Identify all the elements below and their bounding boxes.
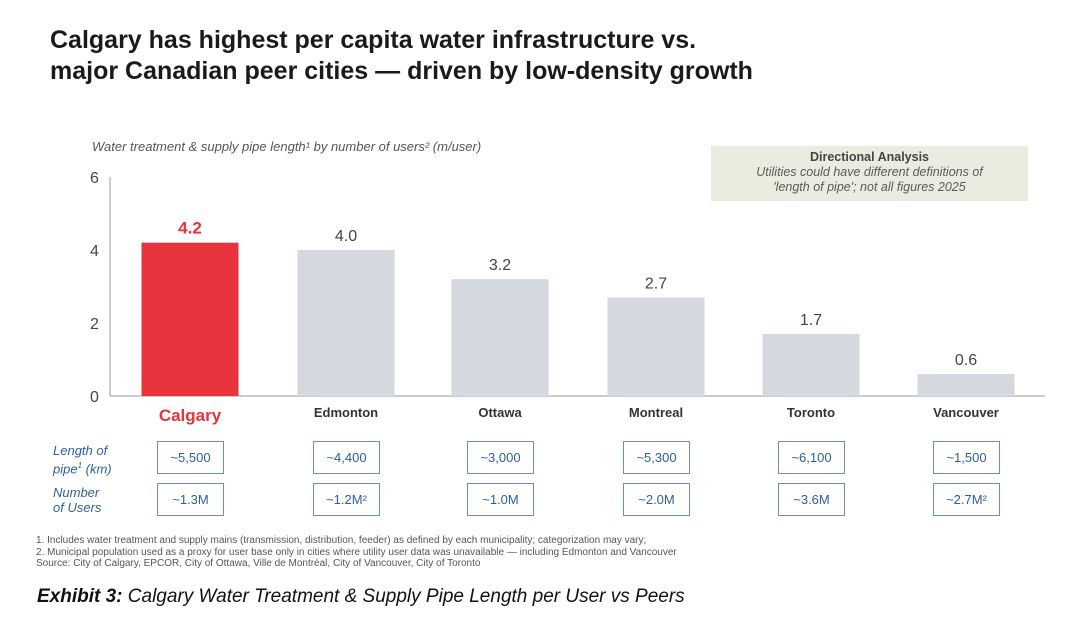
y-tick-label: 4 <box>90 243 99 260</box>
row-label-users-line1: Number <box>53 485 100 500</box>
note-line-2: 'length of pipe'; not all figures 2025 <box>773 180 966 194</box>
data-label: 4.0 <box>335 228 357 245</box>
category-label: Edmonton <box>314 405 378 420</box>
pipe-length-box: ~1,500 <box>933 441 1000 474</box>
footnote-1: 1. Includes water treatment and supply m… <box>36 535 647 546</box>
exhibit-number: Exhibit 3: <box>37 586 123 607</box>
y-tick-label: 6 <box>90 170 99 187</box>
data-label: 1.7 <box>800 312 822 329</box>
bar-chart: 0 2 4 6 4.2 Calgary 4.0 Edmonton 3.2 Ottawa 2.7 Mo… <box>90 170 1045 425</box>
category-label: Montreal <box>629 405 683 420</box>
bar-edmonton <box>297 250 395 396</box>
users-box: ~3.6M <box>778 483 845 516</box>
row-label-users: Number of Users <box>53 485 101 515</box>
row-label-pipe-length: Length of pipe1 (km) <box>53 443 112 476</box>
users-box: ~1.3M <box>157 483 224 516</box>
bar-ottawa <box>451 279 549 396</box>
data-label: 4.2 <box>178 219 202 238</box>
data-label: 3.2 <box>489 257 511 274</box>
row-label-pipe-line1: Length of <box>53 443 108 458</box>
category-label: Calgary <box>159 406 222 425</box>
pipe-length-box: ~6,100 <box>778 441 845 474</box>
data-label: 2.7 <box>645 275 667 292</box>
category-label: Toronto <box>787 405 835 420</box>
row-label-pipe-unit: (km) <box>82 461 112 477</box>
chart-subtitle: Water treatment & supply pipe length¹ by… <box>92 139 482 154</box>
y-tick-label: 2 <box>90 316 99 333</box>
source-note: Source: City of Calgary, EPCOR, City of … <box>36 558 481 569</box>
footnotes: 1. Includes water treatment and supply m… <box>36 535 677 570</box>
pipe-length-box: ~5,500 <box>157 441 224 474</box>
exhibit-caption: Exhibit 3: Calgary Water Treatment & Sup… <box>37 586 685 608</box>
category-label: Ottawa <box>478 405 522 420</box>
exhibit-text: Calgary Water Treatment & Supply Pipe Le… <box>122 586 685 607</box>
pipe-length-box: ~5,300 <box>623 441 690 474</box>
note-line-1: Utilities could have different definitio… <box>756 165 983 179</box>
users-box: ~2.7M² <box>933 483 1000 516</box>
data-label: 0.6 <box>955 352 977 369</box>
footnote-marker: 1 <box>77 461 83 470</box>
users-box: ~1.2M² <box>313 483 380 516</box>
pipe-length-box: ~3,000 <box>467 441 534 474</box>
users-box: ~2.0M <box>623 483 690 516</box>
row-label-pipe-line2: pipe <box>53 461 78 477</box>
row-label-users-line2: of Users <box>53 500 102 515</box>
chart-title: Calgary has highest per capita water inf… <box>50 25 753 87</box>
directional-analysis-note: Directional Analysis Utilities could hav… <box>711 146 1028 201</box>
title-line-2: major Canadian peer cities — driven by l… <box>50 57 753 85</box>
bar-calgary <box>141 242 239 396</box>
note-heading: Directional Analysis <box>809 150 930 164</box>
bar-montreal <box>607 297 705 396</box>
bar-vancouver <box>917 374 1015 396</box>
footnote-2: 2. Municipal population used as a proxy … <box>36 546 677 558</box>
bar-toronto <box>762 333 860 396</box>
category-label: Vancouver <box>933 405 999 420</box>
pipe-length-box: ~4,400 <box>313 441 380 474</box>
y-tick-label: 0 <box>90 389 99 406</box>
users-box: ~1.0M <box>467 483 534 516</box>
title-line-1: Calgary has highest per capita water inf… <box>50 26 697 54</box>
